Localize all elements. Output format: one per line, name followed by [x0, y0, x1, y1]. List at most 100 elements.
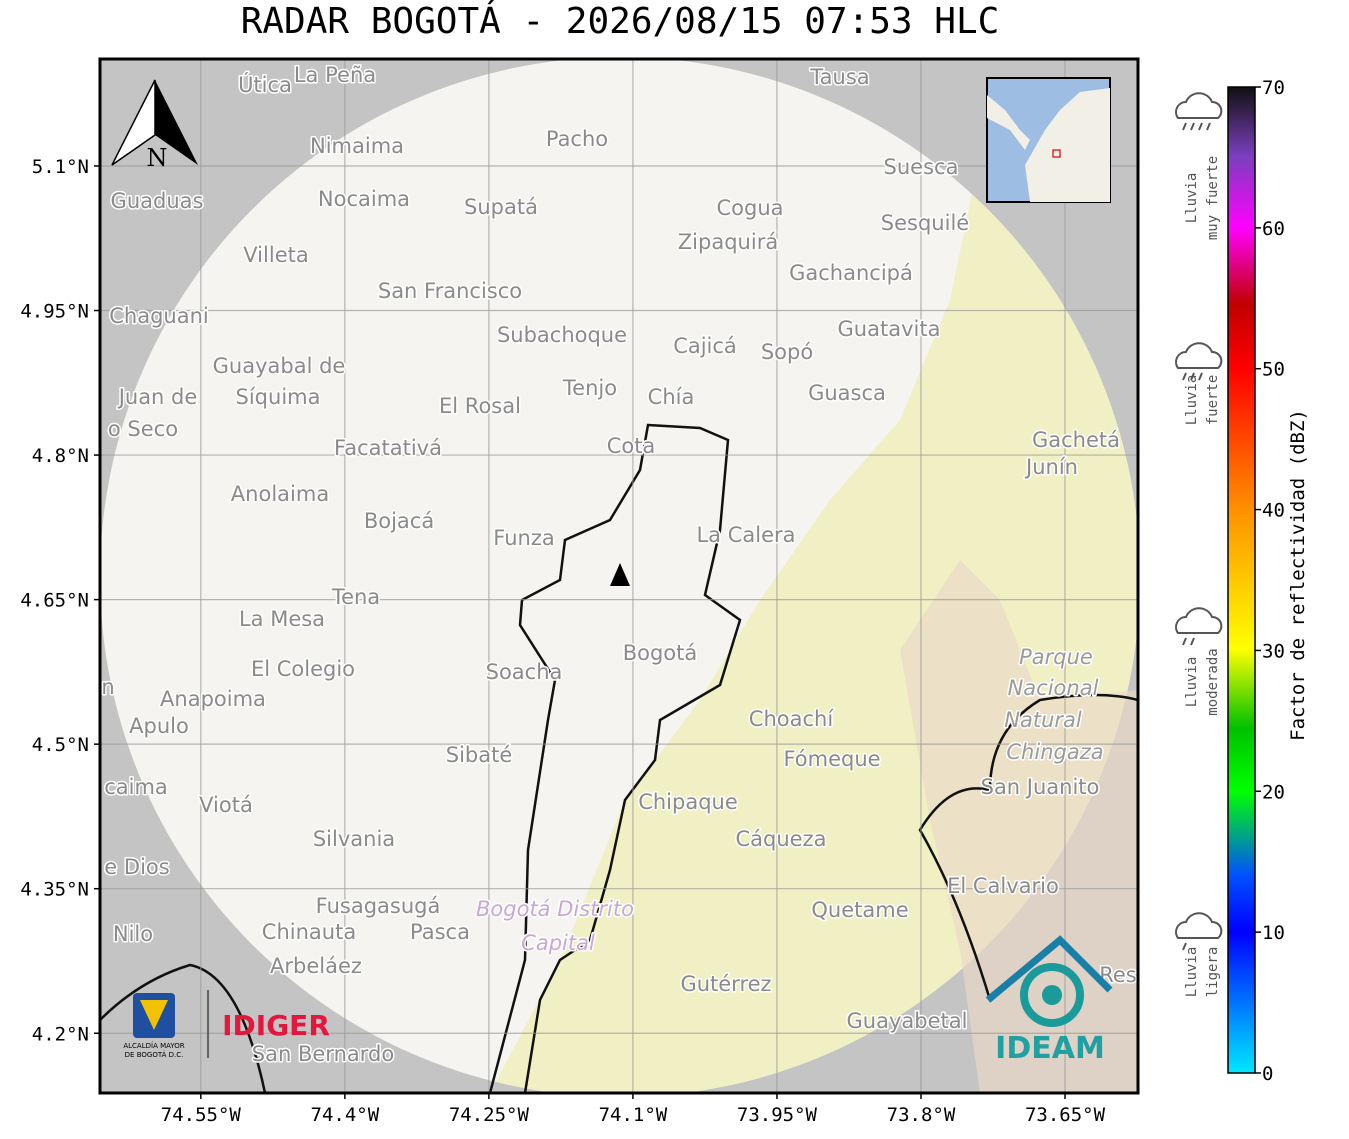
place-label: Gachancipá — [789, 261, 913, 285]
place-label: Guaduas — [111, 189, 204, 213]
park-label: Nacional — [1008, 676, 1099, 700]
district-label: Bogotá Distrito — [476, 897, 634, 921]
rain-label: Lluvia — [1184, 947, 1200, 998]
place-label: Bojacá — [364, 509, 434, 533]
place-label: Funza — [493, 526, 554, 550]
place-label: Tausa — [809, 65, 869, 89]
y-tick-label: 4.65°N — [20, 590, 89, 612]
alcaldia-line: ALCALDÍA MAYOR — [123, 1041, 184, 1050]
place-label: o Seco — [108, 417, 178, 441]
colorbar-ticks: 0 10 20 30 40 50 60 70 — [1255, 77, 1285, 1085]
rain-label: ligera — [1205, 947, 1221, 998]
place-label: Supatá — [464, 195, 538, 219]
place-label: Chipaque — [638, 790, 738, 814]
cloud-icon — [1175, 607, 1223, 634]
north-label: N — [147, 144, 168, 172]
place-label: Apulo — [129, 714, 189, 738]
place-label: Guayabal de — [213, 354, 346, 378]
place-label: Síquima — [236, 385, 321, 409]
rain-label: Lluvia — [1184, 657, 1200, 708]
park-label: Chingaza — [1006, 740, 1103, 764]
park-label: Parque — [1019, 645, 1093, 669]
places: Útica La Peña Tausa Pacho Nimaima Suesca Guadu… — [100, 62, 1138, 1068]
place-label: Pacho — [546, 127, 608, 151]
place-label: Cota — [607, 434, 656, 458]
place-label: Facatativá — [334, 436, 442, 460]
y-tick-label: 4.95°N — [20, 301, 89, 323]
colorbar-label: Factor de reflectividad (dBZ) — [1287, 409, 1309, 741]
bogota-boundary — [488, 423, 742, 1093]
x-tick-label: 74.55°W — [161, 1104, 242, 1126]
y-tick-label: 5.1°N — [32, 156, 89, 178]
place-label: Chía — [648, 385, 695, 409]
colorbar-tick-label: 30 — [1262, 640, 1285, 662]
place-label: Viotá — [199, 793, 253, 817]
place-label: Chaguani — [109, 304, 209, 328]
place-label: Guatavita — [838, 317, 941, 341]
place-label: n — [101, 675, 114, 699]
y-tick-label: 4.35°N — [20, 879, 89, 901]
place-label: Guayabetal — [847, 1009, 968, 1033]
place-label: Sopó — [761, 340, 813, 364]
place-label: Chinauta — [262, 920, 356, 944]
place-label: Zipaquirá — [678, 230, 778, 254]
rain-drop — [1182, 372, 1187, 381]
place-label: e Dios — [104, 855, 169, 879]
x-tick-label: 74.25°W — [449, 1104, 530, 1126]
place-label: Gachetá — [1032, 428, 1120, 452]
place-label: Fusagasugá — [316, 894, 441, 918]
place-label: El Calvario — [947, 874, 1059, 898]
boundary — [100, 963, 267, 1093]
place-label: Nocaima — [318, 187, 410, 211]
logo-alcaldia: ALCALDÍA MAYOR DE BOGOTÁ D.C. IDIGER — [123, 990, 330, 1059]
place-label: Soacha — [486, 660, 563, 684]
rain-label: moderada — [1205, 648, 1221, 715]
x-tick-label: 73.65°W — [1025, 1104, 1106, 1126]
rain-label: Lluvia — [1184, 375, 1200, 426]
place-label: Útica — [238, 72, 292, 97]
rain-drop — [1182, 122, 1187, 131]
colorbar-tick-label: 60 — [1262, 218, 1285, 240]
cloud-icon — [1175, 342, 1223, 369]
place-label: Juan de — [117, 385, 198, 409]
radar-site — [610, 563, 630, 586]
place-label: Subachoque — [497, 323, 627, 347]
place-label: Guasca — [808, 381, 886, 405]
rain-drop — [1182, 942, 1187, 951]
place-label: Pasca — [410, 920, 470, 944]
place-label: Sesquilé — [881, 211, 969, 235]
x-tick-label: 73.8°W — [887, 1104, 956, 1126]
map: Útica La Peña Tausa Pacho Nimaima Suesca Guadu… — [100, 59, 1138, 1093]
grid — [100, 59, 1138, 1093]
place-label: San Bernardo — [252, 1042, 394, 1066]
rain-label: muy fuerte — [1205, 156, 1221, 240]
colorbar-tick-label: 40 — [1262, 500, 1285, 522]
place-label: Cáqueza — [736, 827, 827, 851]
place-label: San Francisco — [378, 279, 522, 303]
place-label: Fómeque — [783, 747, 880, 771]
axis-ticks: 74.55°W 74.4°W 74.25°W 74.1°W 73.95°W 73.8°W 7… — [20, 156, 1105, 1126]
alcaldia-line: DE BOGOTÁ D.C. — [125, 1050, 184, 1059]
y-tick-label: 4.2°N — [32, 1023, 89, 1045]
rain-drop — [1190, 122, 1195, 131]
rain-level: Lluvia fuerte — [1175, 342, 1223, 426]
park-label: Natural — [1004, 708, 1082, 732]
y-tick-label: 4.5°N — [32, 734, 89, 756]
place-label: El Rosal — [439, 394, 521, 418]
rain-drop — [1190, 372, 1195, 381]
place-label: La Peña — [294, 63, 376, 87]
x-tick-label: 74.4°W — [311, 1104, 380, 1126]
place-label: La Mesa — [239, 607, 325, 631]
place-label: Junín — [1024, 455, 1078, 479]
cloud-icon — [1175, 92, 1223, 119]
ideam-logo: IDEAM — [995, 1031, 1105, 1066]
colorbar — [1227, 86, 1256, 1074]
place-label: Cogua — [716, 196, 783, 220]
place-label: Nilo — [113, 922, 153, 946]
inset-map — [986, 77, 1111, 203]
place-label: Nimaima — [310, 134, 404, 158]
logo-ideam: IDEAM — [985, 935, 1113, 1066]
place-label: Bogotá — [623, 641, 698, 665]
place-label: Arbeláez — [270, 954, 362, 978]
